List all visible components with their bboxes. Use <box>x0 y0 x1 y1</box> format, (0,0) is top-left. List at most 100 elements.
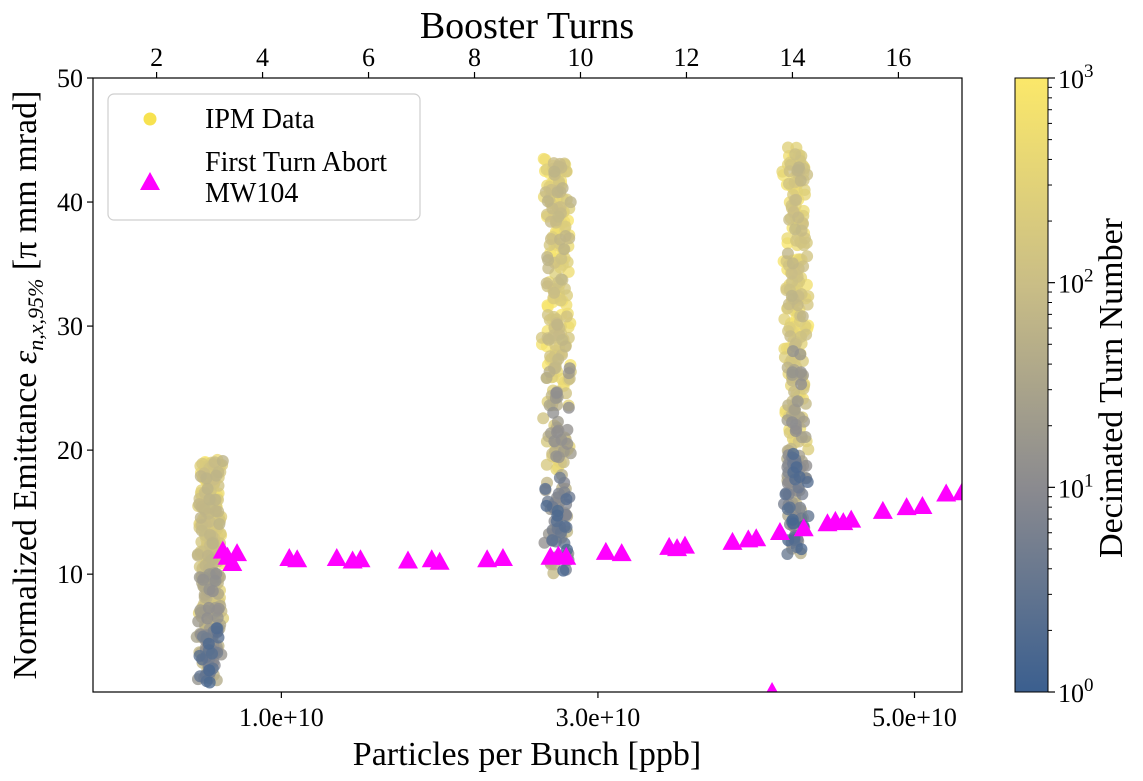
ipm-point <box>192 615 205 628</box>
ipm-point <box>551 509 564 522</box>
ipm-point <box>213 518 226 530</box>
colorbar-ticks: 100 101 102 103 <box>1048 61 1094 708</box>
ipm-point <box>802 443 815 456</box>
top-tick-label: 6 <box>362 43 375 72</box>
ipm-point <box>792 211 805 224</box>
ipm-point <box>202 637 215 650</box>
ipm-point <box>216 455 229 467</box>
first-turn-abort-point <box>896 497 917 516</box>
x-axis-title: Particles per Bunch [ppb] <box>353 736 701 773</box>
ipm-point <box>201 482 214 495</box>
ipm-data-series <box>190 141 815 689</box>
ipm-point <box>553 471 566 484</box>
ipm-point <box>560 493 573 506</box>
ipm-point <box>539 186 552 199</box>
y-tick-label: 30 <box>57 312 83 341</box>
top-tick-label: 14 <box>779 43 805 72</box>
ipm-point <box>561 423 574 436</box>
ipm-point <box>542 254 555 267</box>
ipm-point <box>550 386 563 399</box>
ipm-point <box>554 233 567 246</box>
ipm-point <box>789 223 802 236</box>
x-tick-label: 3.0e+10 <box>556 703 641 732</box>
first-turn-abort-point <box>936 483 957 502</box>
ipm-point <box>794 174 807 187</box>
top-tick-label: 12 <box>673 43 699 72</box>
ipm-point <box>784 330 797 343</box>
first-turn-abort-point <box>222 552 243 571</box>
legend-box <box>107 93 421 221</box>
plot-mask-top <box>0 0 1000 78</box>
ipm-point <box>540 372 553 384</box>
first-turn-abort-point <box>326 548 347 567</box>
ipm-point <box>551 318 564 331</box>
ipm-point <box>206 647 218 660</box>
ipm-point <box>783 177 795 190</box>
ipm-point <box>556 182 569 195</box>
first-turn-abort-point <box>492 548 513 567</box>
ipm-point <box>555 273 568 286</box>
ipm-point <box>202 601 215 614</box>
top-tick-label: 10 <box>567 43 593 72</box>
first-turn-abort-point <box>477 549 498 568</box>
y-tick-label: 10 <box>57 560 83 589</box>
ipm-point <box>789 148 802 161</box>
ipm-point <box>540 277 553 290</box>
ipm-point <box>209 505 222 518</box>
x-tick-label: 5.0e+10 <box>872 703 957 732</box>
ipm-point <box>210 622 223 635</box>
ipm-point <box>552 353 565 366</box>
legend: IPM Data First Turn Abort MW104 <box>107 93 421 221</box>
ipm-point <box>779 488 792 501</box>
colorbar-title: Decimated Turn Number <box>1093 217 1130 558</box>
ipm-point <box>563 362 576 375</box>
plot-border <box>92 77 963 693</box>
ipm-point <box>786 257 799 270</box>
ipm-point <box>550 450 563 463</box>
ipm-point <box>797 260 810 273</box>
ipm-point <box>200 472 213 485</box>
ipm-point <box>794 366 807 379</box>
ipm-point <box>787 447 800 460</box>
legend-ipm-label: IPM Data <box>205 104 315 135</box>
ipm-point <box>794 501 807 514</box>
ipm-point <box>540 458 553 471</box>
y-tick-label: 40 <box>57 188 83 217</box>
colorbar <box>1014 77 1049 693</box>
ipm-point <box>537 412 550 425</box>
legend-mw-label-line1: First Turn Abort <box>205 147 387 178</box>
first-turn-abort-point <box>872 500 893 519</box>
ipm-point <box>793 470 806 483</box>
ipm-point <box>555 252 568 265</box>
ipm-point <box>541 195 554 208</box>
ipm-point <box>559 340 572 353</box>
top-tick-label: 2 <box>150 43 163 72</box>
ipm-point <box>790 193 803 206</box>
ipm-point <box>546 534 559 547</box>
ipm-point <box>781 503 794 516</box>
ipm-point <box>547 567 560 580</box>
ipm-point <box>210 567 223 580</box>
ipm-point <box>197 573 210 586</box>
top-axis-title: Booster Turns <box>420 5 634 47</box>
first-turn-abort-point <box>595 541 616 560</box>
legend-mw-marker <box>140 172 160 190</box>
ipm-point <box>802 510 815 523</box>
first-turn-abort-point <box>912 495 933 514</box>
colorbar-tick-label: 102 <box>1058 266 1094 299</box>
first-turn-abort-point <box>429 551 450 570</box>
y-axis-title: Normalized Emittance εn,x,95% [π mm mrad… <box>7 91 48 680</box>
y-tick-label: 20 <box>57 436 83 465</box>
first-turn-abort-point <box>287 549 308 568</box>
axis-ticks: 1.0e+10 3.0e+10 5.0e+10 10 20 30 40 50 2 4 6 8 10 12 1… <box>57 43 957 732</box>
ipm-point <box>781 548 794 560</box>
x-tick-label: 1.0e+10 <box>239 703 324 732</box>
ipm-point <box>551 415 564 428</box>
ipm-point <box>798 184 811 196</box>
legend-ipm-marker <box>143 112 157 126</box>
first-turn-abort-point <box>227 543 248 562</box>
ipm-point <box>796 310 809 323</box>
first-turn-abort-point <box>793 518 814 537</box>
ipm-point <box>786 513 799 526</box>
plot-mask-bottom <box>0 692 1000 781</box>
